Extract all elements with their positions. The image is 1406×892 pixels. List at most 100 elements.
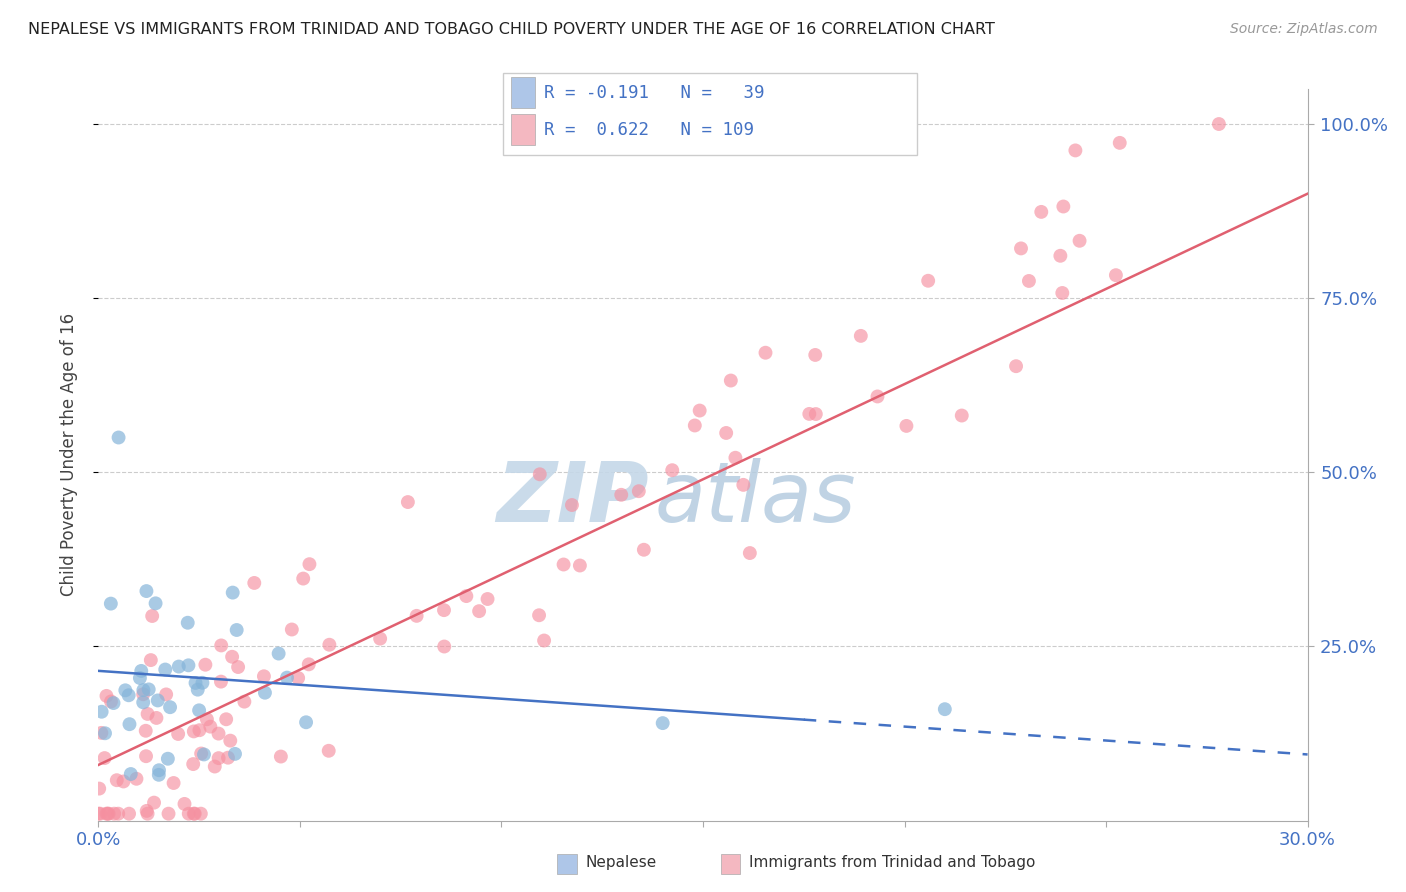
Point — [120, 767, 142, 781]
Point — [184, 806, 207, 821]
Point — [93, 751, 115, 765]
Point — [89, 781, 111, 796]
Point — [209, 674, 232, 689]
Point — [799, 407, 821, 421]
Point — [118, 806, 141, 821]
Point — [188, 723, 211, 738]
Point — [200, 720, 222, 734]
Point — [733, 478, 755, 492]
Point — [561, 498, 583, 512]
Point — [253, 669, 276, 683]
Point — [207, 726, 229, 740]
Point — [145, 596, 167, 610]
Point — [226, 660, 249, 674]
Point — [1049, 249, 1071, 263]
Point — [129, 671, 152, 685]
Point — [118, 688, 141, 702]
Point — [804, 407, 827, 421]
Point — [114, 683, 136, 698]
Point — [221, 649, 243, 664]
Point — [738, 546, 761, 560]
Point — [129, 664, 152, 678]
Point — [136, 806, 159, 821]
Point — [97, 806, 120, 821]
Point — [188, 703, 211, 717]
Point — [1010, 241, 1032, 255]
Point — [714, 425, 737, 440]
Text: R = -0.191   N =   39: R = -0.191 N = 39 — [544, 84, 765, 102]
Point — [754, 345, 776, 359]
Point — [533, 633, 555, 648]
Point — [281, 623, 304, 637]
Point — [157, 806, 180, 821]
Text: ZIP: ZIP — [496, 458, 648, 540]
Point — [184, 676, 207, 690]
Point — [90, 726, 112, 740]
Point — [103, 696, 125, 710]
Y-axis label: Child Poverty Under the Age of 16: Child Poverty Under the Age of 16 — [59, 313, 77, 597]
Point — [209, 639, 232, 653]
Point — [204, 759, 226, 773]
Point — [433, 640, 456, 654]
Point — [135, 723, 157, 738]
Point — [183, 724, 205, 739]
Point — [190, 806, 212, 821]
Point — [661, 463, 683, 477]
Point — [183, 806, 205, 821]
Point — [270, 749, 292, 764]
Point — [222, 585, 245, 599]
Point — [276, 671, 298, 685]
Point — [849, 329, 872, 343]
Point — [177, 615, 200, 630]
Point — [156, 752, 179, 766]
Point — [148, 763, 170, 777]
Point — [159, 700, 181, 714]
Point — [368, 632, 391, 646]
Point — [804, 348, 827, 362]
Point — [136, 706, 159, 721]
Point — [1052, 200, 1074, 214]
Point — [1018, 274, 1040, 288]
Point — [118, 717, 141, 731]
Point — [177, 806, 200, 821]
Point — [610, 488, 633, 502]
Point — [527, 608, 550, 623]
Text: Immigrants from Trinidad and Tobago: Immigrants from Trinidad and Tobago — [749, 855, 1035, 870]
Point — [243, 576, 266, 591]
Point — [720, 374, 742, 388]
Point — [181, 757, 204, 772]
Point — [155, 663, 177, 677]
Point — [191, 675, 214, 690]
Text: atlas: atlas — [655, 458, 856, 540]
Point — [553, 558, 575, 572]
Point — [94, 726, 117, 740]
Point — [135, 804, 157, 818]
Point — [100, 694, 122, 708]
Point — [633, 542, 655, 557]
Point — [917, 274, 939, 288]
Point — [107, 430, 129, 444]
Point — [233, 695, 256, 709]
Point — [193, 747, 215, 762]
Point — [135, 584, 157, 599]
Point — [96, 689, 118, 703]
Text: R =  0.622   N = 109: R = 0.622 N = 109 — [544, 120, 754, 139]
Point — [1108, 136, 1130, 150]
Point — [100, 597, 122, 611]
Point — [683, 418, 706, 433]
Point — [103, 806, 125, 821]
Point — [934, 702, 956, 716]
Point — [292, 572, 315, 586]
Point — [318, 638, 340, 652]
Point — [145, 711, 167, 725]
Point — [298, 657, 321, 672]
Point — [298, 557, 321, 571]
Point — [529, 467, 551, 482]
Point — [96, 806, 118, 821]
Point — [132, 687, 155, 701]
Point — [225, 623, 247, 637]
Point — [173, 797, 195, 811]
Text: NEPALESE VS IMMIGRANTS FROM TRINIDAD AND TOBAGO CHILD POVERTY UNDER THE AGE OF 1: NEPALESE VS IMMIGRANTS FROM TRINIDAD AND… — [28, 22, 995, 37]
Point — [162, 776, 184, 790]
Point — [456, 589, 478, 603]
